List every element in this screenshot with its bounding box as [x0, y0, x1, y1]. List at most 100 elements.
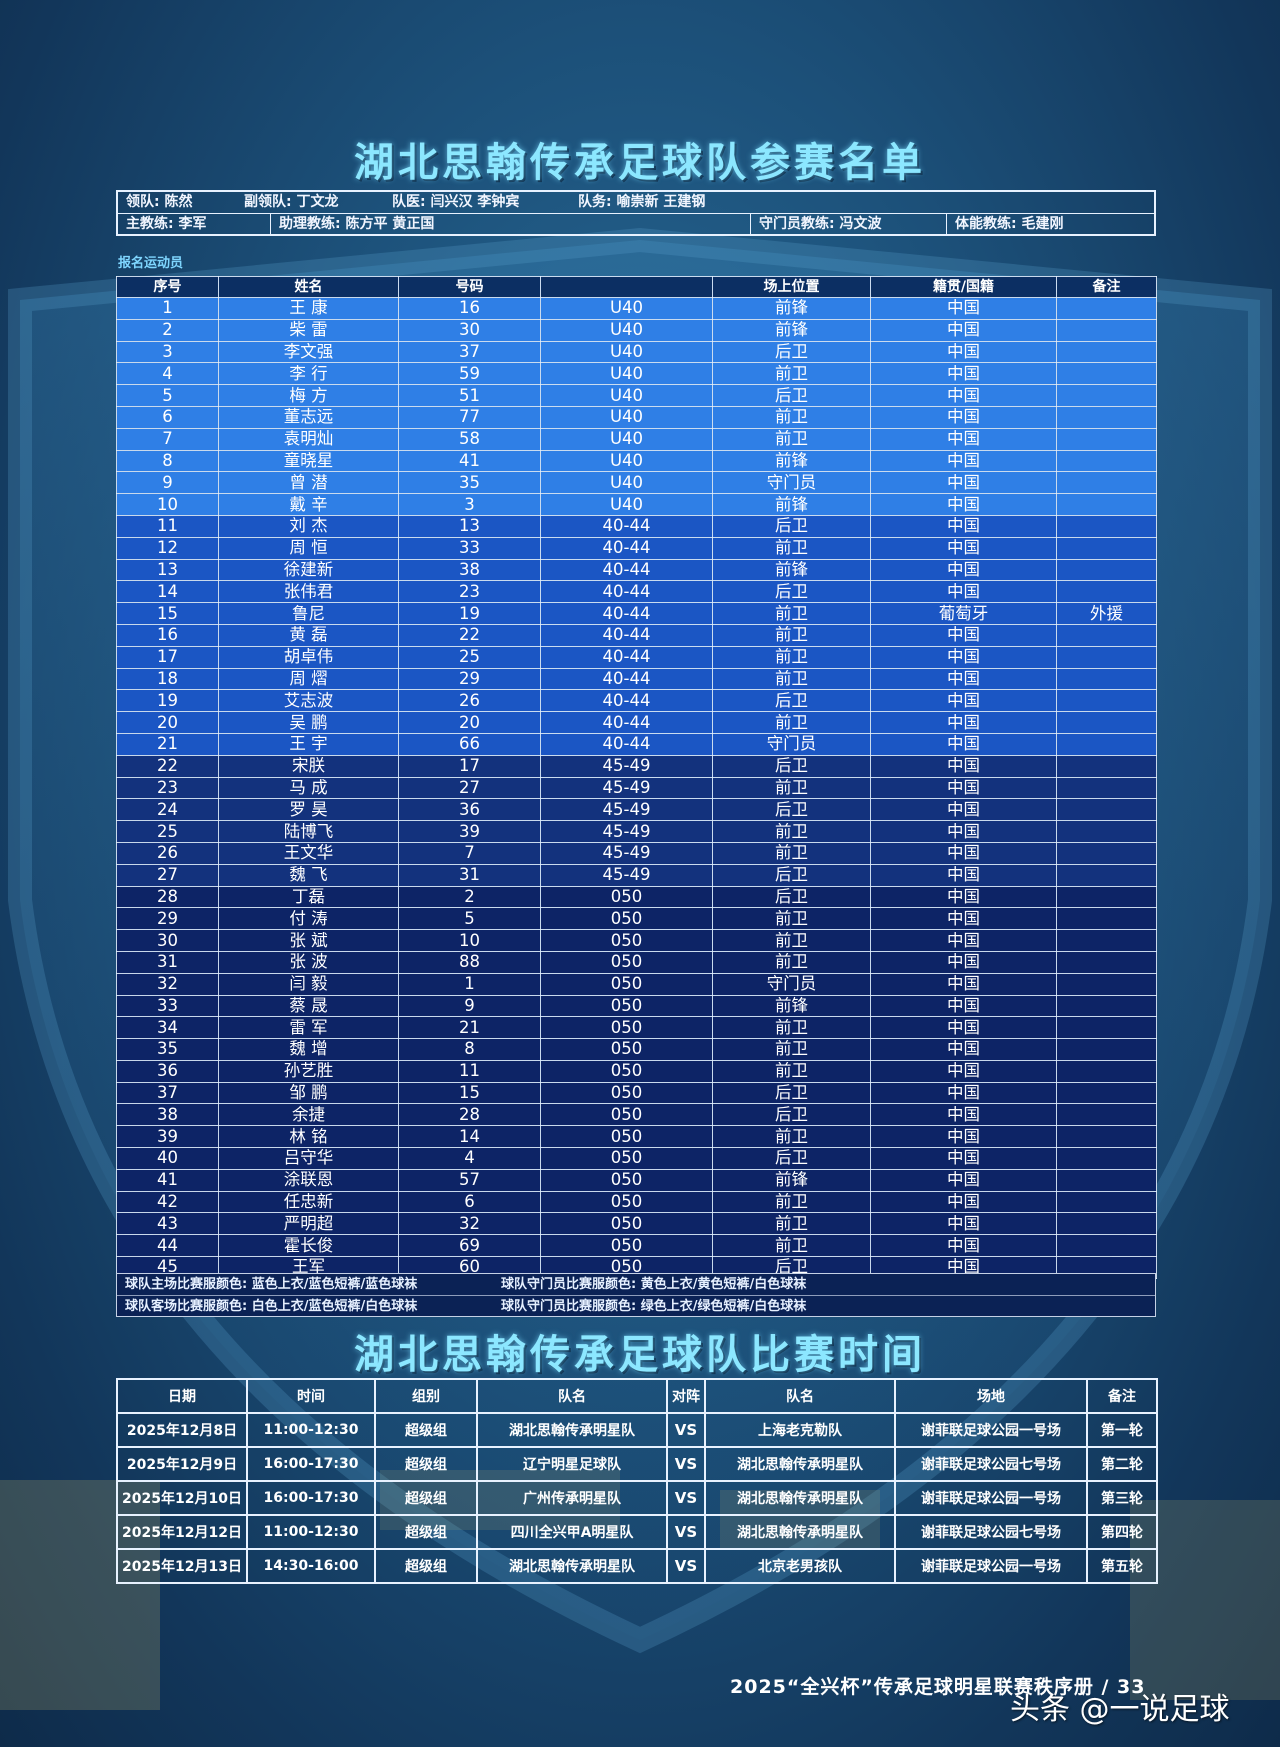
- header-remarks: 备注: [1056, 276, 1157, 298]
- match-date: 2025年12月12日: [116, 1514, 248, 1550]
- player-remarks: [1056, 449, 1157, 473]
- player-remarks: [1056, 1147, 1157, 1170]
- roster-row: 32 闫 毅 1 050 守门员 中国: [116, 972, 1157, 996]
- player-position: 前卫: [712, 711, 871, 734]
- player-jersey: 22: [398, 623, 541, 647]
- player-remarks: [1056, 471, 1157, 495]
- player-name: 闫 毅: [218, 972, 399, 996]
- player-number: 41: [116, 1168, 219, 1192]
- roster-row: 21 王 宇 66 40-44 守门员 中国: [116, 732, 1157, 756]
- staff-row-2: 主教练: 李军 助理教练: 陈方平 黄正国 守门员教练: 冯文波 体能教练: 毛…: [118, 214, 1154, 235]
- staff-gk-coach: 守门员教练: 冯文波: [750, 214, 946, 235]
- roster-row: 13 徐建新 38 40-44 前锋 中国: [116, 558, 1157, 582]
- player-age-group: 45-49: [540, 841, 713, 865]
- match-home-team: 辽宁明星足球队: [476, 1446, 668, 1482]
- player-nationality: 中国: [870, 798, 1057, 822]
- schedule-title: 湖北思翰传承足球队比赛时间: [354, 1332, 926, 1378]
- player-remarks: [1056, 493, 1157, 516]
- match-away-team: 湖北思翰传承明星队: [704, 1446, 896, 1482]
- roster-row: 39 林 铭 14 050 前卫 中国: [116, 1125, 1157, 1149]
- player-remarks: [1056, 776, 1157, 800]
- match-date: 2025年12月8日: [116, 1412, 248, 1448]
- player-remarks: [1056, 667, 1157, 691]
- match-round: 第三轮: [1086, 1480, 1158, 1516]
- player-nationality: 中国: [870, 493, 1057, 516]
- player-remarks: [1056, 1190, 1157, 1214]
- player-position: 前卫: [712, 1234, 871, 1258]
- player-age-group: 40-44: [540, 732, 713, 756]
- player-nationality: 中国: [870, 580, 1057, 604]
- player-age-group: U40: [540, 471, 713, 495]
- roster-row: 23 马 成 27 45-49 前卫 中国: [116, 776, 1157, 800]
- player-remarks: [1056, 1168, 1157, 1192]
- player-age-group: 050: [540, 972, 713, 996]
- match-group: 超级组: [374, 1446, 478, 1482]
- match-date: 2025年12月10日: [116, 1480, 248, 1516]
- player-name: 邹 鹏: [218, 1081, 399, 1105]
- player-age-group: 050: [540, 1190, 713, 1214]
- header-nationality: 籍贯/国籍: [870, 276, 1057, 298]
- player-jersey: 16: [398, 297, 541, 320]
- roster-row: 18 周 熠 29 40-44 前卫 中国: [116, 667, 1157, 691]
- match-venue: 谢菲联足球公园一号场: [894, 1480, 1088, 1516]
- player-jersey: 7: [398, 841, 541, 865]
- player-age-group: 45-49: [540, 863, 713, 887]
- match-date: 2025年12月9日: [116, 1446, 248, 1482]
- player-nationality: 中国: [870, 645, 1057, 669]
- player-number: 13: [116, 558, 219, 582]
- player-jersey: 2: [398, 885, 541, 909]
- player-age-group: 050: [540, 1016, 713, 1040]
- player-nationality: 中国: [870, 994, 1057, 1018]
- player-remarks: [1056, 841, 1157, 865]
- player-name: 黄 磊: [218, 623, 399, 647]
- player-jersey: 37: [398, 340, 541, 364]
- player-remarks: [1056, 1234, 1157, 1258]
- player-name: 张伟君: [218, 580, 399, 604]
- player-number: 22: [116, 754, 219, 778]
- roster-row: 7 袁明灿 58 U40 前卫 中国: [116, 427, 1157, 451]
- player-age-group: 40-44: [540, 645, 713, 669]
- roster-row: 25 陆博飞 39 45-49 前卫 中国: [116, 820, 1157, 843]
- match-group: 超级组: [374, 1514, 478, 1550]
- player-age-group: 40-44: [540, 623, 713, 647]
- player-age-group: 050: [540, 1168, 713, 1192]
- player-number: 21: [116, 732, 219, 756]
- roster-row: 44 霍长俊 69 050 前卫 中国: [116, 1234, 1157, 1258]
- player-nationality: 中国: [870, 1147, 1057, 1170]
- player-nationality: 中国: [870, 536, 1057, 560]
- roster-row: 16 黄 磊 22 40-44 前卫 中国: [116, 623, 1157, 647]
- match-group: 超级组: [374, 1412, 478, 1448]
- player-age-group: 050: [540, 950, 713, 974]
- roster-row: 27 魏 飞 31 45-49 后卫 中国: [116, 863, 1157, 887]
- player-nationality: 中国: [870, 667, 1057, 691]
- player-jersey: 39: [398, 820, 541, 843]
- match-vs: VS: [666, 1412, 706, 1448]
- player-position: 守门员: [712, 471, 871, 495]
- player-remarks: [1056, 732, 1157, 756]
- player-number: 28: [116, 885, 219, 909]
- player-position: 后卫: [712, 580, 871, 604]
- sched-header-vs: 对阵: [666, 1378, 706, 1414]
- player-age-group: 050: [540, 994, 713, 1018]
- player-nationality: 中国: [870, 689, 1057, 713]
- player-age-group: U40: [540, 318, 713, 342]
- roster-row: 10 戴 辛 3 U40 前锋 中国: [116, 493, 1157, 516]
- player-nationality: 中国: [870, 449, 1057, 473]
- player-age-group: 40-44: [540, 689, 713, 713]
- player-age-group: U40: [540, 405, 713, 429]
- player-remarks: [1056, 820, 1157, 843]
- player-nationality: 中国: [870, 297, 1057, 320]
- player-age-group: U40: [540, 362, 713, 386]
- player-remarks: [1056, 994, 1157, 1018]
- player-nationality: 中国: [870, 1059, 1057, 1083]
- player-position: 前卫: [712, 405, 871, 429]
- footer-caption: 2025“全兴杯”传承足球明星联赛秩序册 / 33: [730, 1676, 1146, 1698]
- player-jersey: 31: [398, 863, 541, 887]
- player-remarks: [1056, 972, 1157, 996]
- match-away-team: 北京老男孩队: [704, 1548, 896, 1584]
- player-position: 前卫: [712, 667, 871, 691]
- player-position: 前卫: [712, 929, 871, 952]
- player-position: 后卫: [712, 798, 871, 822]
- roster-row: 33 蔡 晟 9 050 前锋 中国: [116, 994, 1157, 1018]
- player-jersey: 27: [398, 776, 541, 800]
